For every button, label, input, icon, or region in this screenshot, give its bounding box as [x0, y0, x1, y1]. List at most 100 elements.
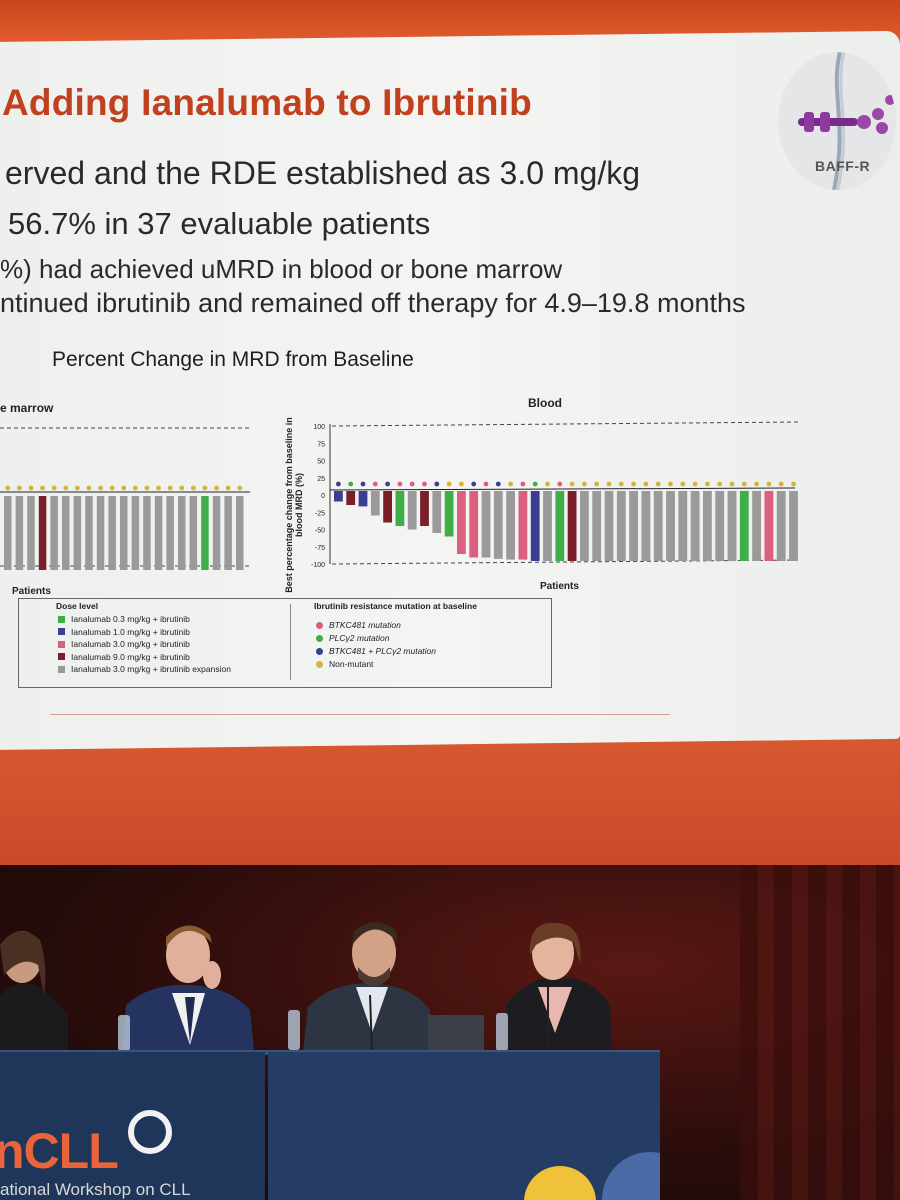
blood-bar	[604, 491, 614, 561]
panelist-1	[0, 931, 68, 1060]
blood-mutation-dot	[668, 481, 673, 487]
blood-mutation-dot	[631, 481, 636, 487]
marrow-mutation-dot	[202, 485, 208, 491]
blood-mutation-dot	[655, 481, 661, 487]
blood-mutation-dot	[754, 481, 759, 487]
blood-bar	[395, 491, 405, 526]
blood-y-tick-label: 0	[321, 493, 325, 500]
legend-swatch	[58, 615, 65, 623]
blood-mutation-dot	[741, 481, 747, 487]
blood-ref-line-100	[331, 421, 800, 427]
blood-bar	[764, 491, 774, 561]
panelist-2	[122, 925, 255, 1060]
marrow-bar	[15, 496, 24, 570]
blood-bar	[616, 491, 626, 561]
dose-legend-item: Ianalumab 3.0 mg/kg + ibrutinib expansio…	[58, 663, 231, 676]
blood-mutation-dot	[791, 481, 796, 487]
blood-mutation-dot	[434, 481, 440, 487]
blood-zero-line	[329, 487, 796, 491]
legend-label: BTKC481 + PLCγ2 mutation	[329, 646, 437, 656]
blood-ref-line-neg100	[331, 559, 800, 565]
marrow-mutation-dot	[51, 485, 57, 491]
legend-label: Ianalumab 0.3 mg/kg + ibrutinib	[71, 614, 190, 624]
receptor-icon	[798, 52, 895, 190]
workshop-logo: nCLL	[0, 1123, 119, 1179]
blood-mutation-dot	[471, 481, 477, 487]
blood-mutation-dot	[606, 481, 612, 487]
marrow-bar	[120, 496, 128, 570]
legend-swatch	[58, 628, 65, 636]
blood-bar	[653, 491, 663, 561]
marrow-bar-chart	[0, 427, 250, 570]
blood-bars	[334, 481, 798, 561]
mutation-legend-list: BTKC481 mutation PLCγ2 mutation BTKC481 + …	[316, 619, 436, 671]
blood-bar	[530, 491, 540, 561]
marrow-mutation-dot	[190, 485, 196, 491]
blood-bar	[334, 491, 343, 502]
blood-bar	[715, 491, 725, 561]
legend-dot	[316, 635, 323, 642]
marrow-bar	[50, 496, 58, 570]
marrow-mutation-dot	[74, 485, 80, 491]
blood-bar	[580, 491, 589, 561]
legend-label: Ianalumab 3.0 mg/kg + ibrutinib expansio…	[71, 664, 231, 674]
bullet-2: 56.7% in 37 evaluable patients	[8, 206, 431, 241]
blood-bar	[739, 491, 749, 561]
blood-bar	[543, 491, 552, 561]
workshop-subtitle: ational Workshop on CLL	[0, 1180, 191, 1199]
blood-bar	[481, 491, 491, 558]
marrow-bar	[96, 496, 105, 570]
legend-dot	[316, 648, 323, 655]
marrow-bar	[131, 496, 140, 570]
marrow-x-label: Patients	[12, 586, 51, 597]
blood-mutation-dot	[569, 481, 575, 487]
workshop-logo-ring-icon	[128, 1110, 172, 1154]
blood-mutation-dot	[409, 481, 415, 487]
marrow-bar	[4, 496, 12, 570]
microphone	[369, 994, 373, 1051]
blood-bar	[420, 491, 429, 526]
legend-label: Ianalumab 1.0 mg/kg + ibrutinib	[71, 626, 190, 637]
blood-mutation-dot	[422, 481, 427, 487]
marrow-mutation-dot	[63, 485, 69, 491]
dose-legend-list: Ianalumab 0.3 mg/kg + ibrutinib Ianalumab…	[58, 613, 231, 676]
bullet-3: %) had achieved uMRD in blood or bone ma…	[0, 254, 563, 284]
blood-y-tick-label: -50	[315, 528, 325, 535]
blood-mutation-dot	[483, 481, 489, 487]
marrow-mutation-dot	[121, 485, 127, 491]
marrow-bar	[85, 496, 93, 570]
blood-mutation-dot	[680, 481, 686, 487]
blood-bar	[678, 491, 688, 561]
blood-mutation-dot	[557, 481, 563, 487]
marrow-mutation-dot	[40, 485, 45, 491]
mutation-legend-item: BTKC481 mutation	[316, 619, 436, 632]
dose-legend-item: Ianalumab 3.0 mg/kg + ibrutinib	[58, 638, 231, 651]
marrow-chart-title: e marrow	[0, 401, 54, 415]
blood-bar	[383, 491, 392, 523]
legend-label: PLCγ2 mutation	[329, 633, 390, 643]
blood-mutation-dot	[532, 481, 538, 487]
marrow-bar	[201, 496, 209, 570]
legend-label: Ianalumab 9.0 mg/kg + ibrutinib	[71, 651, 190, 662]
blood-mutation-dot	[348, 481, 354, 487]
blood-y-tick-label: -75	[315, 545, 325, 552]
marrow-mutation-dot	[179, 485, 185, 491]
blood-bar	[432, 491, 442, 533]
laptop	[428, 1015, 484, 1055]
blood-bar	[752, 491, 761, 561]
blood-bar	[518, 491, 528, 560]
blood-bar	[506, 491, 515, 560]
blood-y-tick-label: 75	[317, 441, 325, 448]
blood-mutation-dot	[459, 481, 464, 487]
marrow-bar	[224, 496, 232, 570]
blood-mutation-dot	[446, 481, 452, 487]
marrow-bar	[27, 496, 35, 570]
marrow-bar	[166, 496, 174, 570]
blood-mutation-dot	[508, 481, 513, 487]
blood-y-tick-label: -25	[315, 510, 325, 517]
bullet-4: ntinued ibrutinib and remained off thera…	[0, 288, 746, 318]
blood-mutation-dot	[705, 481, 710, 487]
legend-label: Ianalumab 3.0 mg/kg + ibrutinib	[71, 639, 190, 649]
blood-bar	[776, 491, 786, 561]
blood-y-ticks: 100 75 50 25 0 -25 -50 -75 -100	[311, 424, 325, 569]
